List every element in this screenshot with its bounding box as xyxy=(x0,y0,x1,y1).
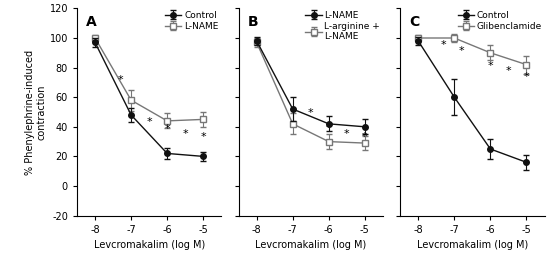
Text: C: C xyxy=(409,15,419,29)
Text: *: * xyxy=(183,129,188,139)
Text: *: * xyxy=(459,46,464,56)
Text: *: * xyxy=(362,132,367,142)
Text: *: * xyxy=(200,132,206,142)
Text: *: * xyxy=(326,123,332,133)
X-axis label: Levcromakalim (log M): Levcromakalim (log M) xyxy=(417,240,528,250)
Text: B: B xyxy=(248,15,258,29)
Legend: L-NAME, L-arginine +
L-NAME: L-NAME, L-arginine + L-NAME xyxy=(305,11,380,41)
X-axis label: Levcromakalim (log M): Levcromakalim (log M) xyxy=(255,240,366,250)
Text: A: A xyxy=(86,15,96,29)
Text: *: * xyxy=(118,75,123,85)
Text: *: * xyxy=(164,124,170,134)
Legend: Control, Glibenclamide: Control, Glibenclamide xyxy=(458,11,542,31)
X-axis label: Levcromakalim (log M): Levcromakalim (log M) xyxy=(94,240,205,250)
Text: *: * xyxy=(505,66,512,76)
Text: *: * xyxy=(146,117,152,127)
Legend: Control, L-NAME: Control, L-NAME xyxy=(165,11,218,31)
Text: *: * xyxy=(524,73,529,82)
Text: *: * xyxy=(308,108,314,118)
Y-axis label: % Phenylephrine-induced
contraction: % Phenylephrine-induced contraction xyxy=(25,50,47,174)
Text: *: * xyxy=(488,60,493,71)
Text: *: * xyxy=(441,40,446,50)
Text: *: * xyxy=(344,129,350,139)
